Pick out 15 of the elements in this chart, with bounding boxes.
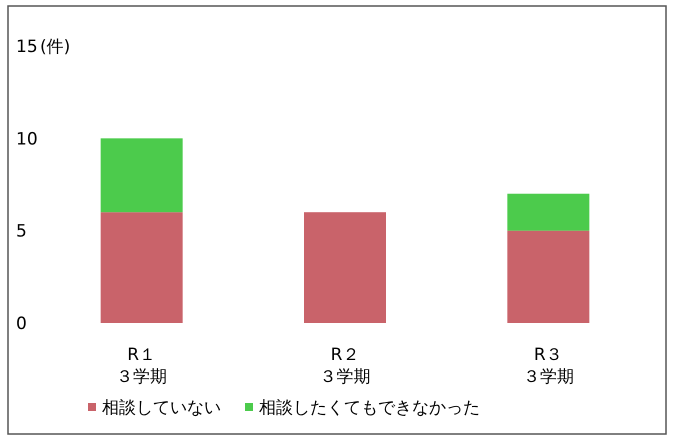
y-axis-title: (件) [40, 37, 70, 57]
bar [507, 230, 590, 323]
x-tick-label: R２３学期 [320, 345, 370, 387]
bar [507, 194, 590, 231]
y-tick-label: 15 [16, 37, 38, 57]
y-tick-label: 10 [16, 129, 38, 150]
legend-label: 相談していない [102, 398, 221, 418]
bar [100, 138, 183, 212]
bar [304, 212, 386, 323]
y-tick-label: 0 [16, 314, 27, 334]
legend-label: 相談したくてもできなかった [259, 398, 480, 418]
bar [100, 212, 183, 323]
y-tick-label: 5 [16, 222, 27, 242]
x-tick-label: R１３学期 [116, 345, 168, 387]
x-tick-label: R３３学期 [522, 345, 574, 387]
